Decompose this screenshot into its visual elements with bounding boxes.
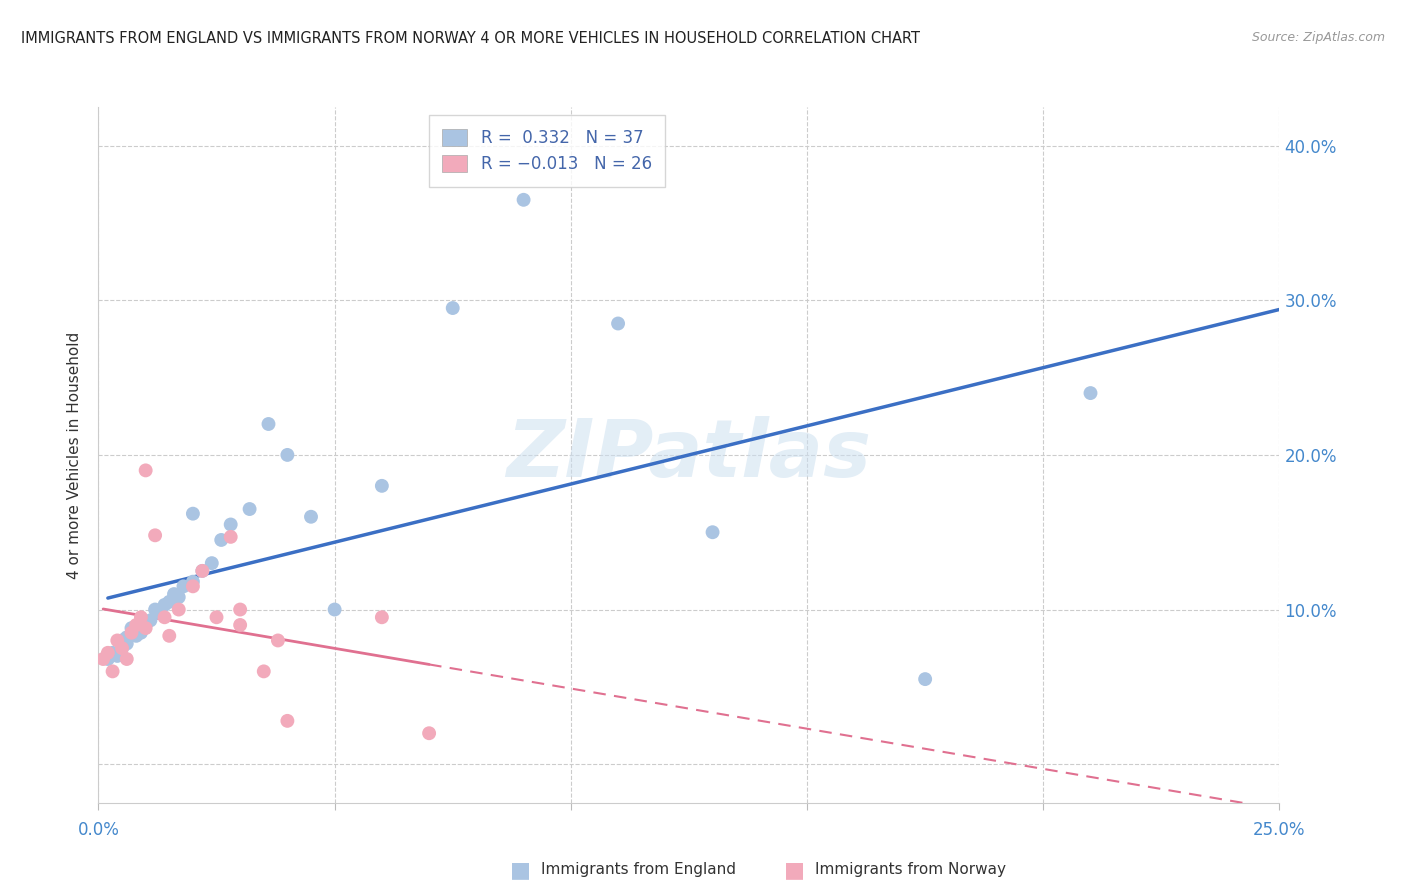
Point [105, 633, 128, 648]
Point [219, 530, 242, 544]
Point [149, 606, 172, 620]
Point [371, 479, 394, 493]
Point [101, 646, 124, 660]
Text: Source: ZipAtlas.com: Source: ZipAtlas.com [1251, 31, 1385, 45]
Point [167, 602, 190, 616]
Point [153, 598, 176, 612]
Point [105, 648, 128, 663]
Point [135, 621, 157, 635]
Point [191, 564, 214, 578]
Point [97, 652, 120, 666]
Point [371, 610, 394, 624]
Point [97, 646, 120, 660]
Point [181, 579, 204, 593]
Point [125, 629, 148, 643]
Point [153, 610, 176, 624]
Point [205, 610, 228, 624]
Point [115, 636, 138, 650]
Text: 0.0%: 0.0% [77, 822, 120, 839]
Point [129, 625, 152, 640]
Point [143, 528, 166, 542]
Point [115, 652, 138, 666]
Point [191, 564, 214, 578]
Text: ■: ■ [785, 860, 804, 880]
Point [163, 587, 186, 601]
Point [111, 641, 134, 656]
Point [157, 595, 180, 609]
Point [257, 417, 280, 431]
Point [181, 507, 204, 521]
Point [1080, 386, 1102, 401]
Point [441, 301, 464, 315]
Point [129, 610, 152, 624]
Point [229, 618, 252, 632]
Text: ZIPatlas: ZIPatlas [506, 416, 872, 494]
Point [91, 652, 114, 666]
Text: ■: ■ [510, 860, 530, 880]
Point [201, 556, 224, 570]
Point [239, 502, 262, 516]
Point [181, 574, 204, 589]
Point [229, 602, 252, 616]
Point [143, 602, 166, 616]
Point [418, 726, 440, 740]
Point [299, 509, 322, 524]
Text: 25.0%: 25.0% [1253, 822, 1306, 839]
Point [135, 618, 157, 632]
Point [139, 613, 162, 627]
Point [121, 625, 143, 640]
Point [111, 633, 134, 648]
Legend: R =  0.332   N = 37, R = −0.013   N = 26: R = 0.332 N = 37, R = −0.013 N = 26 [429, 115, 665, 186]
Point [101, 665, 124, 679]
Point [167, 590, 190, 604]
Point [209, 533, 232, 547]
Text: Immigrants from England: Immigrants from England [541, 863, 737, 877]
Point [323, 602, 346, 616]
Point [125, 618, 148, 632]
Y-axis label: 4 or more Vehicles in Household: 4 or more Vehicles in Household [67, 331, 83, 579]
Point [172, 579, 194, 593]
Point [135, 463, 157, 477]
Text: Immigrants from Norway: Immigrants from Norway [815, 863, 1007, 877]
Text: IMMIGRANTS FROM ENGLAND VS IMMIGRANTS FROM NORWAY 4 OR MORE VEHICLES IN HOUSEHOL: IMMIGRANTS FROM ENGLAND VS IMMIGRANTS FR… [21, 31, 920, 46]
Point [512, 193, 534, 207]
Point [115, 631, 138, 645]
Point [121, 621, 143, 635]
Point [111, 641, 134, 656]
Point [914, 672, 936, 686]
Point [267, 633, 290, 648]
Point [253, 665, 276, 679]
Point [702, 525, 724, 540]
Point [607, 317, 630, 331]
Point [219, 517, 242, 532]
Point [276, 714, 298, 728]
Point [276, 448, 298, 462]
Point [157, 629, 180, 643]
